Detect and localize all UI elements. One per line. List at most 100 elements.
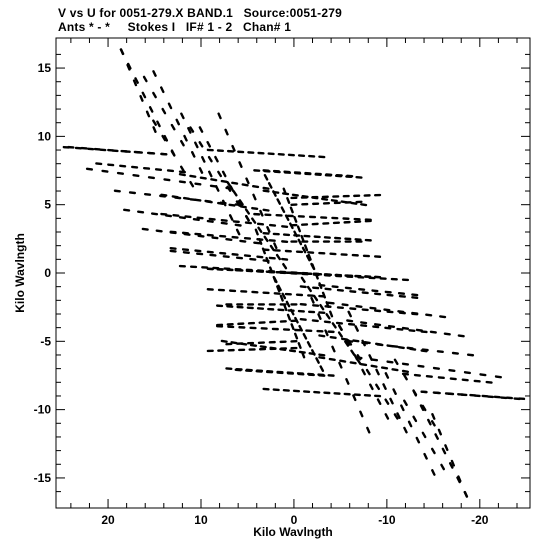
uv-point xyxy=(457,475,462,483)
uv-point xyxy=(310,296,315,304)
uv-point-conjugate xyxy=(251,206,259,211)
uv-point-conjugate xyxy=(199,176,207,180)
uv-point xyxy=(221,170,227,178)
uv-point xyxy=(412,389,418,396)
uv-point-conjugate xyxy=(432,366,441,370)
uv-point-conjugate xyxy=(441,447,447,455)
uv-point-conjugate xyxy=(439,315,447,319)
uv-point xyxy=(141,91,147,99)
uv-point-conjugate xyxy=(457,334,465,338)
uv-point-conjugate xyxy=(327,301,335,305)
uv-point xyxy=(294,316,299,324)
uv-point-conjugate xyxy=(376,398,382,405)
uv-point xyxy=(273,276,278,284)
uv-point-conjugate xyxy=(427,418,432,426)
y-tick-label: -5 xyxy=(40,334,51,348)
uv-point xyxy=(363,340,371,345)
uv-point-conjugate xyxy=(425,313,433,317)
uv-point-conjugate xyxy=(401,326,410,330)
uv-point xyxy=(116,171,125,175)
uv-point xyxy=(289,308,295,316)
uv-point-conjugate xyxy=(266,226,271,233)
uv-point xyxy=(431,413,436,420)
uv-point xyxy=(359,410,364,418)
uv-point xyxy=(360,203,368,207)
uv-point-conjugate xyxy=(170,150,176,157)
uv-point xyxy=(265,256,270,264)
uv-point-conjugate xyxy=(276,198,282,205)
uv-point xyxy=(198,126,204,133)
uv-point xyxy=(85,167,94,171)
uv-point-conjugate xyxy=(466,353,475,357)
uv-point-conjugate xyxy=(238,161,243,168)
uv-point-conjugate xyxy=(383,308,391,312)
uv-point xyxy=(294,332,299,340)
uv-point xyxy=(375,383,381,391)
uv-point xyxy=(206,141,212,148)
uv-point xyxy=(134,77,139,84)
uv-point xyxy=(349,361,357,365)
uv-point-conjugate xyxy=(252,184,260,189)
uv-point xyxy=(430,447,436,455)
uv-point-conjugate xyxy=(152,119,157,126)
uv-point-conjugate xyxy=(331,322,337,329)
uv-point xyxy=(339,359,347,363)
uv-point-conjugate xyxy=(354,325,359,332)
x-tick-label: -20 xyxy=(471,513,489,527)
uv-point-conjugate xyxy=(205,200,213,204)
uv-point xyxy=(283,304,288,312)
uv-point-conjugate xyxy=(417,364,425,368)
uv-point-conjugate xyxy=(152,126,157,133)
uv-point xyxy=(167,102,173,110)
uv-point-conjugate xyxy=(463,371,471,375)
uv-point xyxy=(150,212,159,216)
uv-point xyxy=(192,218,200,222)
y-tick-label: 0 xyxy=(44,266,51,280)
uv-point-conjugate xyxy=(132,79,138,87)
uv-point xyxy=(226,181,232,188)
uv-point-conjugate xyxy=(267,182,273,189)
uv-point xyxy=(148,106,154,113)
uv-point xyxy=(183,134,188,142)
uv-point xyxy=(331,345,336,353)
uv-point xyxy=(101,169,109,173)
uv-point-conjugate xyxy=(286,197,291,204)
uv-point xyxy=(228,214,234,221)
uv-point-conjugate xyxy=(161,107,167,115)
uv-point xyxy=(175,118,180,126)
uv-point-conjugate xyxy=(235,200,241,207)
uv-point xyxy=(319,365,325,372)
uv-point-conjugate xyxy=(220,339,228,343)
uv-point xyxy=(180,112,185,120)
uv-point xyxy=(254,228,259,236)
uv-point xyxy=(291,193,299,197)
uv-point xyxy=(178,216,186,220)
uv-point-conjugate xyxy=(262,208,270,212)
uv-point-conjugate xyxy=(304,244,309,252)
uv-point-conjugate xyxy=(306,285,312,293)
uv-point xyxy=(437,428,442,436)
uv-point xyxy=(397,345,405,350)
uv-point xyxy=(253,241,261,245)
uv-point xyxy=(269,244,275,252)
uv-point xyxy=(318,334,326,338)
uv-point-conjugate xyxy=(244,215,250,222)
uv-point xyxy=(178,180,186,184)
uv-point-conjugate xyxy=(344,340,350,347)
uv-point xyxy=(324,329,329,337)
uv-point xyxy=(225,238,233,242)
uv-point xyxy=(412,415,418,423)
uv-point xyxy=(187,127,192,134)
uv-point xyxy=(360,362,368,367)
uv-point-conjugate xyxy=(189,126,195,133)
uv-point-conjugate xyxy=(139,94,144,102)
uv-point xyxy=(366,426,371,434)
uv-point-conjugate xyxy=(387,324,396,328)
uv-point-conjugate xyxy=(384,413,390,420)
uv-point xyxy=(191,150,196,158)
uv-point-conjugate xyxy=(321,291,327,299)
y-tick-label: 10 xyxy=(38,129,52,143)
uv-point xyxy=(279,294,284,302)
uv-point-conjugate xyxy=(280,206,286,213)
